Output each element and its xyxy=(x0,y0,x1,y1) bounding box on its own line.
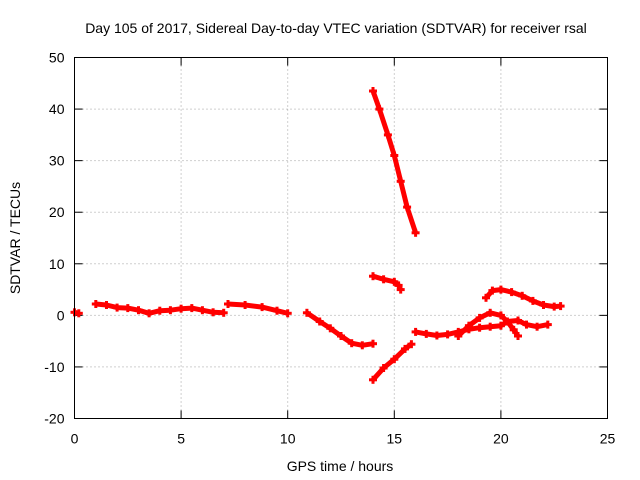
data-point-v xyxy=(382,364,386,372)
data-point-v xyxy=(386,130,390,139)
data-point-v xyxy=(414,228,418,237)
x-tick-label: 25 xyxy=(600,431,616,447)
data-point-v xyxy=(478,323,482,332)
data-point-v xyxy=(126,304,130,313)
y-tick-label: -10 xyxy=(44,359,64,375)
data-point-v xyxy=(559,302,563,311)
data-point-v xyxy=(484,293,488,302)
data-point-v xyxy=(260,303,264,312)
data-point-v xyxy=(505,317,509,326)
data-layer xyxy=(70,87,565,384)
data-point-v xyxy=(488,322,492,331)
data-point-v xyxy=(179,304,183,313)
data-point-v xyxy=(211,308,215,317)
x-tick-label: 5 xyxy=(177,431,185,447)
data-point-v xyxy=(512,325,516,334)
chart-title: Day 105 of 2017, Sidereal Day-to-day VTE… xyxy=(85,20,587,36)
data-point-v xyxy=(371,375,375,384)
data-point-v xyxy=(382,275,386,284)
data-point-v xyxy=(546,320,550,329)
x-tick-label: 20 xyxy=(493,431,509,447)
data-point-v xyxy=(305,308,309,317)
data-point-v xyxy=(405,203,409,212)
x-tick-label: 10 xyxy=(280,431,296,447)
data-point-v xyxy=(200,306,204,315)
y-tick-label: 0 xyxy=(57,307,65,323)
data-point-v xyxy=(222,308,226,317)
data-point-v xyxy=(531,296,535,305)
y-tick-label: 20 xyxy=(49,204,65,220)
data-point-v xyxy=(350,339,354,348)
data-point-v xyxy=(399,177,403,186)
x-tick-label: 0 xyxy=(71,431,79,447)
data-point-v xyxy=(158,306,162,315)
data-point-v xyxy=(392,151,396,160)
data-point-v xyxy=(243,301,247,309)
data-point-v xyxy=(535,322,539,331)
data-point-v xyxy=(414,327,418,336)
y-tick-label: 10 xyxy=(49,256,65,272)
data-point-v xyxy=(371,87,375,95)
data-point-v xyxy=(446,330,450,339)
y-axis-label: SDTVAR / TECUs xyxy=(7,182,23,294)
data-point-v xyxy=(77,309,81,318)
data-point-v xyxy=(467,321,471,330)
data-point-v xyxy=(137,306,140,315)
data-point-v xyxy=(371,272,375,281)
data-point-v xyxy=(377,105,381,114)
y-tick-label: 40 xyxy=(49,101,65,117)
data-point-v xyxy=(490,286,494,295)
data-point-v xyxy=(542,301,545,309)
data-point-v xyxy=(552,302,556,311)
y-tick-label: 50 xyxy=(49,50,65,66)
data-point-v xyxy=(275,306,279,315)
data-point-v xyxy=(456,327,460,336)
data-point-v xyxy=(328,324,332,333)
data-point-v xyxy=(520,291,524,300)
data-point-v xyxy=(360,341,364,350)
data-point-v xyxy=(409,340,413,349)
data-point-v xyxy=(525,320,528,329)
x-axis-label: GPS time / hours xyxy=(287,458,394,474)
series-seg-d xyxy=(305,310,374,348)
data-point-v xyxy=(399,285,403,294)
data-point-v xyxy=(226,300,230,308)
data-point-v xyxy=(435,331,439,340)
data-point-v xyxy=(499,285,503,294)
data-point-v xyxy=(478,313,482,322)
data-point-v xyxy=(516,316,520,325)
grid xyxy=(74,57,608,419)
data-point-v xyxy=(403,344,407,353)
data-point-v xyxy=(499,311,503,320)
data-point-v xyxy=(424,329,428,338)
data-point-v xyxy=(371,339,375,348)
data-point-v xyxy=(286,309,290,318)
axis-ticks: 0 5 10 15 20 25 -20 -10 0 10 20 30 40 50 xyxy=(44,50,615,447)
plot-frame xyxy=(74,57,608,419)
y-tick-label: 30 xyxy=(49,153,65,169)
data-point-v xyxy=(105,301,108,309)
data-point-v xyxy=(510,288,514,297)
y-tick-label: -20 xyxy=(44,411,64,427)
data-point-v xyxy=(488,308,492,317)
data-point-v xyxy=(397,281,401,290)
data-point-v xyxy=(190,304,194,313)
data-point-v xyxy=(318,317,322,326)
data-point-v xyxy=(168,306,172,315)
data-point-v xyxy=(147,309,151,318)
data-point-v xyxy=(94,300,98,308)
data-point-v xyxy=(339,332,343,340)
data-point-v xyxy=(516,332,520,340)
data-point-v xyxy=(392,277,396,286)
data-point-v xyxy=(392,355,396,364)
data-point-v xyxy=(115,303,119,312)
data-point-v xyxy=(499,321,503,330)
x-tick-label: 15 xyxy=(387,431,403,447)
data-point-v xyxy=(456,332,460,340)
